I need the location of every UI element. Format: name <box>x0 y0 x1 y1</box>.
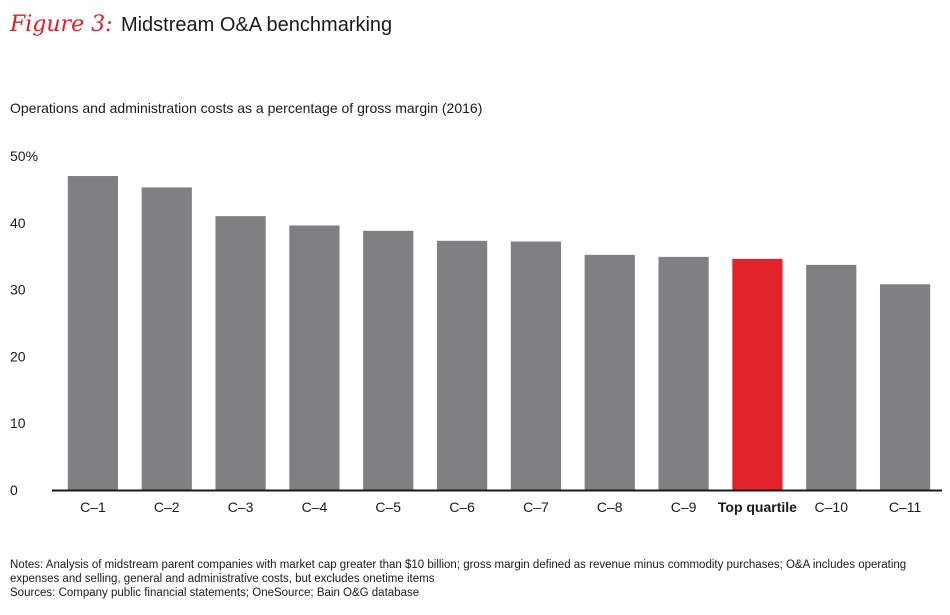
x-tick-label: C–5 <box>375 499 401 515</box>
bar <box>436 240 488 490</box>
figure-title-row: Figure 3: Midstream O&A benchmarking <box>10 12 392 46</box>
x-tick-label: C–8 <box>597 499 623 515</box>
bar <box>67 176 119 491</box>
bar-chart: 0 10 20 30 40 50% C–1 C–2 C–3 C–4 C–5 C–6 C–7 C–8 C–9 T… <box>10 148 942 515</box>
bar <box>141 187 192 490</box>
bar <box>879 284 931 490</box>
bar <box>289 225 340 491</box>
bar <box>584 254 635 490</box>
x-tick-label: C–2 <box>154 499 180 515</box>
chart-subtitle: Operations and administration costs as a… <box>10 100 483 116</box>
sources-text: Sources: Company public financial statem… <box>10 587 420 599</box>
bar-highlight <box>732 258 783 490</box>
x-tick-label: C–10 <box>815 499 849 515</box>
bar <box>215 216 266 490</box>
y-tick-label: 50% <box>10 148 38 164</box>
x-tick-label: Top quartile <box>718 499 797 515</box>
notes-text: Notes: Analysis of midstream parent comp… <box>10 559 907 585</box>
x-tick-label: C–11 <box>889 499 922 515</box>
chart-title: Midstream O&A benchmarking <box>120 14 393 36</box>
figure-label: Figure 3: <box>10 12 113 37</box>
x-tick-label: C–6 <box>449 499 475 515</box>
chart-notes: Notes: Analysis of midstream parent comp… <box>10 558 940 600</box>
x-tick-label: C–1 <box>80 499 106 515</box>
y-tick-label: 0 <box>10 482 18 498</box>
y-tick-label: 40 <box>10 215 26 231</box>
bar <box>806 264 857 490</box>
x-tick-label: C–9 <box>671 499 697 515</box>
x-tick-label: C–3 <box>228 499 254 515</box>
x-tick-label: C–4 <box>302 499 328 515</box>
bar <box>658 256 709 490</box>
bar <box>510 241 562 490</box>
y-tick-label: 20 <box>10 348 26 364</box>
x-tick-label: C–7 <box>523 499 549 515</box>
bar <box>363 230 414 491</box>
y-tick-label: 30 <box>10 282 26 298</box>
y-tick-label: 10 <box>10 415 26 431</box>
